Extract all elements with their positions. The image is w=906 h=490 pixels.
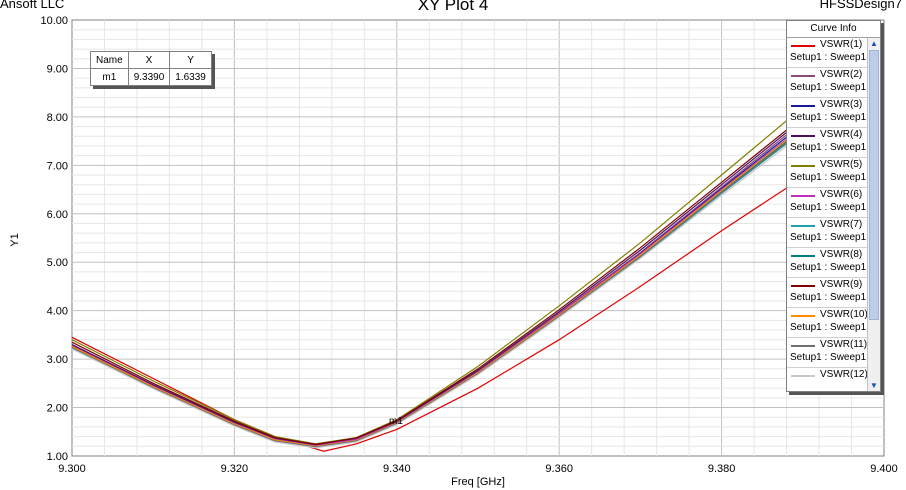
legend-swatch: [791, 135, 815, 137]
legend-item-name: VSWR(2): [820, 69, 863, 80]
y-tick-label: 10.00: [40, 15, 68, 27]
legend-item[interactable]: VSWR(10) Setup1 : Sweep1: [787, 308, 868, 338]
legend-item-name: VSWR(12): [820, 369, 868, 380]
legend-swatch: [791, 225, 815, 227]
legend-item[interactable]: VSWR(3) Setup1 : Sweep1: [787, 98, 867, 128]
legend-item-name: VSWR(3): [820, 99, 863, 110]
series-vswr5: [71, 106, 804, 445]
y-tick-label: 2.00: [47, 403, 68, 415]
legend-item-setup: Setup1 : Sweep1: [790, 232, 867, 243]
x-tick-label: 9.320: [221, 463, 249, 475]
x-tick-label: 9.400: [870, 463, 898, 475]
legend-item[interactable]: VSWR(8) Setup1 : Sweep1: [787, 248, 867, 278]
legend-swatch: [791, 105, 815, 107]
legend-item-setup: Setup1 : Sweep1: [790, 112, 867, 123]
legend-item-name: VSWR(8): [820, 249, 863, 260]
legend-swatch: [791, 45, 815, 47]
x-tick-label: 9.300: [58, 463, 86, 475]
legend-scrollbar[interactable]: ▲ ▼: [867, 38, 880, 391]
marker-col-name: Name: [90, 51, 129, 69]
legend-swatch: [791, 75, 815, 77]
y-tick-label: 7.00: [47, 160, 68, 172]
chart-title: XY Plot 4: [417, 0, 489, 14]
legend-item[interactable]: VSWR(11) Setup1 : Sweep1: [787, 338, 867, 368]
scroll-thumb[interactable]: [869, 50, 879, 320]
legend-item-name: VSWR(11): [820, 339, 868, 350]
y-tick-label: 9.00: [47, 63, 68, 75]
legend-item[interactable]: VSWR(12): [787, 368, 868, 391]
series-vswr9: [71, 116, 804, 446]
marker-y-cell: 1.6339: [169, 68, 212, 86]
grid: [72, 20, 884, 456]
legend-item-name: VSWR(5): [820, 159, 863, 170]
marker-name-cell: m1: [90, 68, 129, 86]
legend-items: VSWR(1) Setup1 : Sweep1 VSWR(2) Setup1 : Sw…: [787, 38, 868, 391]
legend-item-name: VSWR(4): [820, 129, 863, 140]
legend-title: Curve Info: [787, 21, 880, 38]
y-axis: 1.00 2.00 3.00 4.00 5.00 6.00 7.00 8.00 9.00 10.0…: [40, 15, 68, 463]
legend-item[interactable]: VSWR(1) Setup1 : Sweep1: [787, 38, 867, 68]
y-axis-label: Y1: [9, 233, 21, 246]
plot-area: [71, 19, 885, 457]
y-tick-label: 4.00: [47, 306, 68, 318]
curve-info-legend: Curve Info VSWR(1) Setup1 : Sweep1 VSWR(2)…: [786, 20, 881, 392]
chevron-down-icon[interactable]: ▼: [870, 381, 878, 390]
marker-label: m1: [389, 416, 403, 427]
legend-item-name: VSWR(10): [820, 309, 868, 320]
legend-item-setup: Setup1 : Sweep1: [790, 322, 867, 333]
marker-col-x: X: [127, 51, 171, 69]
legend-item-setup: Setup1 : Sweep1: [790, 142, 867, 153]
legend-item[interactable]: VSWR(6) Setup1 : Sweep1: [787, 188, 867, 218]
legend-item-name: VSWR(7): [820, 219, 863, 230]
legend-item-setup: Setup1 : Sweep1: [790, 52, 867, 63]
x-axis: 9.300 9.320 9.340 9.360 9.380 9.400: [58, 463, 898, 475]
series-vswr11: [71, 130, 804, 448]
marker-table-row: m1 9.3390 1.6339: [90, 68, 212, 86]
legend-item[interactable]: VSWR(2) Setup1 : Sweep1: [787, 68, 867, 98]
y-tick-label: 8.00: [47, 112, 68, 124]
y-tick-label: 5.00: [47, 257, 68, 269]
legend-item-setup: Setup1 : Sweep1: [790, 352, 867, 363]
legend-item-name: VSWR(6): [820, 189, 863, 200]
y-tick-label: 3.00: [47, 354, 68, 366]
design-label: HFSSDesign7: [819, 0, 902, 11]
legend-swatch: [791, 375, 815, 377]
y-tick-label: 6.00: [47, 209, 68, 221]
marker-col-y: Y: [169, 51, 212, 69]
legend-swatch: [791, 285, 815, 287]
x-tick-label: 9.360: [545, 463, 573, 475]
legend-item-setup: Setup1 : Sweep1: [790, 262, 867, 273]
marker-x-cell: 9.3390: [127, 68, 171, 86]
legend-item-name: VSWR(9): [820, 279, 863, 290]
legend-item-setup: Setup1 : Sweep1: [790, 202, 867, 213]
legend-swatch: [791, 255, 815, 257]
marker-table: Name X Y m1 9.3390 1.6339: [90, 51, 212, 86]
company-label: Ansoft LLC: [0, 0, 65, 11]
chevron-up-icon[interactable]: ▲: [870, 39, 878, 48]
y-tick-label: 1.00: [47, 451, 68, 463]
legend-item-name: VSWR(1): [820, 39, 863, 50]
legend-item[interactable]: VSWR(9) Setup1 : Sweep1: [787, 278, 867, 308]
x-tick-label: 9.380: [708, 463, 736, 475]
legend-swatch: [791, 195, 815, 197]
series-vswr12: [71, 133, 804, 449]
legend-swatch: [791, 165, 815, 167]
legend-item[interactable]: VSWR(4) Setup1 : Sweep1: [787, 128, 867, 158]
legend-item[interactable]: VSWR(7) Setup1 : Sweep1: [787, 218, 867, 248]
legend-swatch: [791, 315, 815, 317]
x-tick-label: 9.340: [383, 463, 411, 475]
legend-item-setup: Setup1 : Sweep1: [790, 172, 867, 183]
legend-item-setup: Setup1 : Sweep1: [790, 292, 867, 303]
x-axis-label: Freq [GHz]: [451, 476, 505, 488]
series-group: [71, 106, 804, 452]
marker-table-header-row: Name X Y: [90, 51, 212, 69]
legend-item-setup: Setup1 : Sweep1: [790, 82, 867, 93]
legend-item[interactable]: VSWR(5) Setup1 : Sweep1: [787, 158, 867, 188]
legend-swatch: [791, 345, 815, 347]
